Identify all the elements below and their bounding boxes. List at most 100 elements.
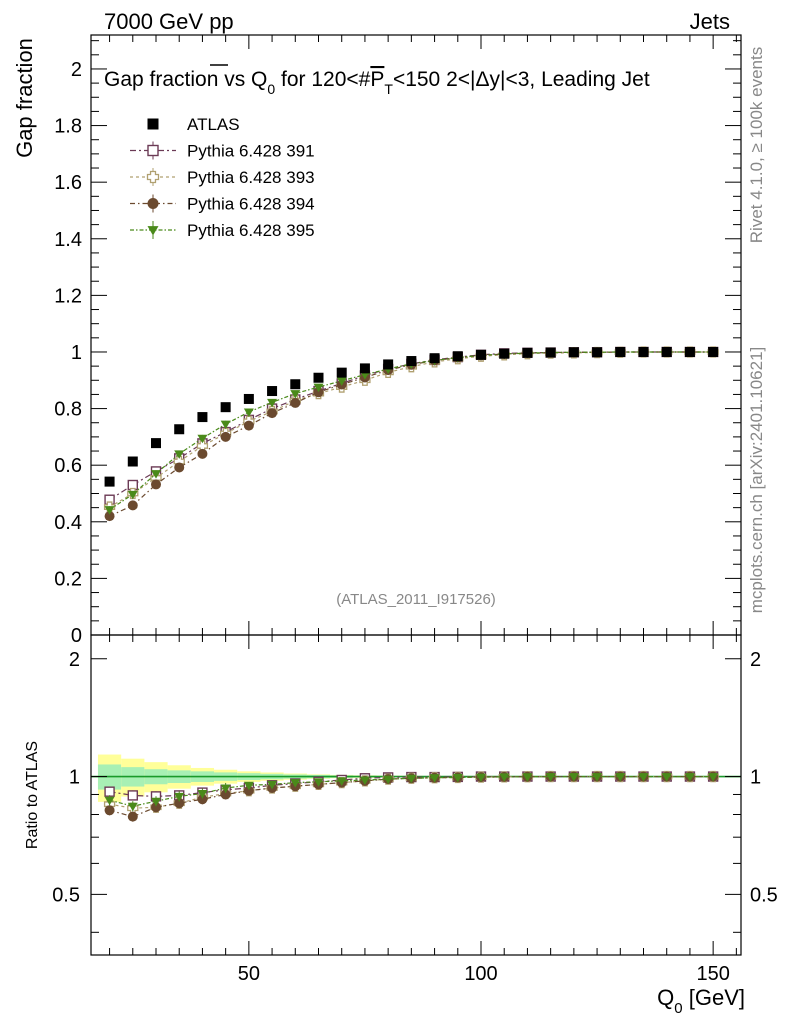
series-4-point bbox=[127, 490, 138, 500]
y-tick-label: 0 bbox=[71, 625, 82, 647]
ratio-4-point bbox=[638, 773, 649, 782]
ratio-4-point bbox=[592, 773, 603, 782]
ratio-4-point bbox=[499, 773, 510, 782]
plot-title: Gap fraction vs Q0 for 120<#PT<150 2<|Δy… bbox=[104, 68, 650, 97]
series-3-point bbox=[313, 387, 324, 398]
ratio-plot-panel: 50 100 150 0.5 0.5 1 1 2 2 bbox=[52, 621, 778, 985]
ratio-tick-label-right: 0.5 bbox=[750, 884, 778, 906]
ratio-1-point bbox=[104, 786, 115, 797]
ratio-4-point bbox=[174, 792, 185, 802]
y-tick-label: 1.2 bbox=[54, 285, 82, 307]
ratio-4-point bbox=[104, 796, 115, 806]
ratio-4-point bbox=[336, 777, 347, 786]
atlas-point bbox=[476, 349, 486, 360]
atlas-point bbox=[429, 353, 440, 364]
ratio-4-point bbox=[267, 780, 278, 790]
ratio-4-point bbox=[290, 779, 301, 788]
atlas-point bbox=[243, 393, 254, 404]
series-3-point bbox=[243, 420, 254, 431]
atlas-point bbox=[336, 367, 347, 378]
atlas-point bbox=[151, 438, 161, 449]
series-3-point bbox=[151, 479, 161, 490]
ratio-tick-label-right: 2 bbox=[750, 649, 761, 671]
ratio-3-point bbox=[104, 805, 115, 816]
series-4-point bbox=[313, 383, 324, 393]
atlas-point bbox=[104, 476, 115, 487]
mcplots-label: mcplots.cern.ch [arXiv:2401.10621] bbox=[747, 347, 766, 613]
series-4-point bbox=[104, 506, 115, 515]
ratio-line-3 bbox=[109, 775, 714, 818]
series-3-point bbox=[220, 431, 231, 442]
series-3-point bbox=[174, 462, 185, 473]
atlas-point bbox=[499, 348, 510, 359]
atlas-point bbox=[592, 347, 603, 358]
ratio-4-point bbox=[476, 773, 486, 783]
atlas-point bbox=[638, 346, 649, 357]
atlas-point bbox=[220, 402, 231, 413]
ratio-4-point bbox=[661, 773, 672, 782]
ratio-3-point bbox=[174, 798, 185, 809]
y-tick-label: 1 bbox=[71, 342, 82, 364]
x-tick-label: 50 bbox=[238, 963, 260, 985]
atlas-point bbox=[313, 372, 324, 383]
ratio-4-point bbox=[568, 773, 579, 782]
atlas-point bbox=[568, 347, 579, 358]
atlas-point bbox=[197, 412, 208, 423]
y-tick-label: 1.8 bbox=[54, 116, 82, 138]
series-4-point bbox=[174, 450, 185, 459]
rivet-label: Rivet 4.1.0, ≥ 100k events bbox=[747, 47, 766, 243]
series-3-point bbox=[104, 511, 115, 522]
ratio-3-point bbox=[243, 785, 254, 796]
ratio-tick-label: 2 bbox=[69, 649, 80, 671]
y-tick-label: 1.4 bbox=[54, 229, 82, 251]
series-4-point bbox=[243, 408, 254, 417]
legend: ATLAS Pythia 6.428 391 Pythia 6.428 393 Pyt… bbox=[130, 115, 315, 240]
ratio-3-point bbox=[197, 794, 208, 805]
legend-marker bbox=[147, 144, 159, 157]
ratio-4-point bbox=[452, 773, 463, 783]
atlas-point bbox=[452, 351, 463, 362]
legend-marker bbox=[147, 198, 159, 209]
ratio-tick-label-right: 1 bbox=[750, 767, 761, 789]
series-line-3 bbox=[109, 351, 714, 517]
x-axis-title: Q0 [GeV] bbox=[657, 985, 745, 1017]
atlas-point bbox=[267, 386, 278, 397]
y-tick-label: 0.8 bbox=[54, 399, 82, 421]
legend-label: Pythia 6.428 391 bbox=[187, 142, 315, 161]
ratio-3-point bbox=[151, 802, 161, 813]
atlas-point bbox=[615, 346, 626, 357]
ratio-4-point bbox=[127, 802, 138, 812]
atlas-point bbox=[290, 379, 301, 390]
series-3-point bbox=[290, 397, 301, 408]
atlas-point bbox=[359, 363, 370, 374]
x-tick-label: 150 bbox=[696, 963, 729, 985]
ratio-4-point bbox=[313, 778, 324, 787]
ratio-3-point bbox=[220, 789, 231, 800]
series-4-point bbox=[267, 398, 278, 408]
series-3-point bbox=[127, 500, 138, 511]
legend-marker bbox=[146, 170, 160, 184]
ratio-3-point bbox=[127, 811, 138, 822]
legend-marker bbox=[147, 226, 159, 236]
ratio-frame bbox=[90, 634, 742, 956]
ratio-4-point bbox=[359, 776, 370, 785]
ratio-4-point bbox=[545, 773, 556, 782]
ratio-tick-label: 1 bbox=[69, 767, 80, 789]
ratio-4-point bbox=[522, 773, 533, 782]
series-4-point bbox=[197, 434, 208, 444]
series-3-point bbox=[197, 448, 208, 459]
series-4-point bbox=[220, 420, 231, 430]
ratio-4-point bbox=[197, 790, 208, 799]
atlas-point bbox=[684, 346, 695, 357]
header-energy: 7000 GeV pp bbox=[104, 9, 234, 34]
series-4-point bbox=[151, 470, 161, 479]
y-tick-label: 1.6 bbox=[54, 172, 82, 194]
y-tick-label: 0.6 bbox=[54, 455, 82, 477]
series-line-1 bbox=[109, 351, 714, 501]
legend-label: Pythia 6.428 393 bbox=[187, 168, 315, 187]
atlas-point bbox=[383, 359, 394, 370]
y-tick-label: 2 bbox=[71, 59, 82, 81]
series-line-2 bbox=[109, 351, 714, 508]
series-line-4 bbox=[109, 351, 714, 511]
y-tick-label: 0.4 bbox=[54, 512, 82, 534]
